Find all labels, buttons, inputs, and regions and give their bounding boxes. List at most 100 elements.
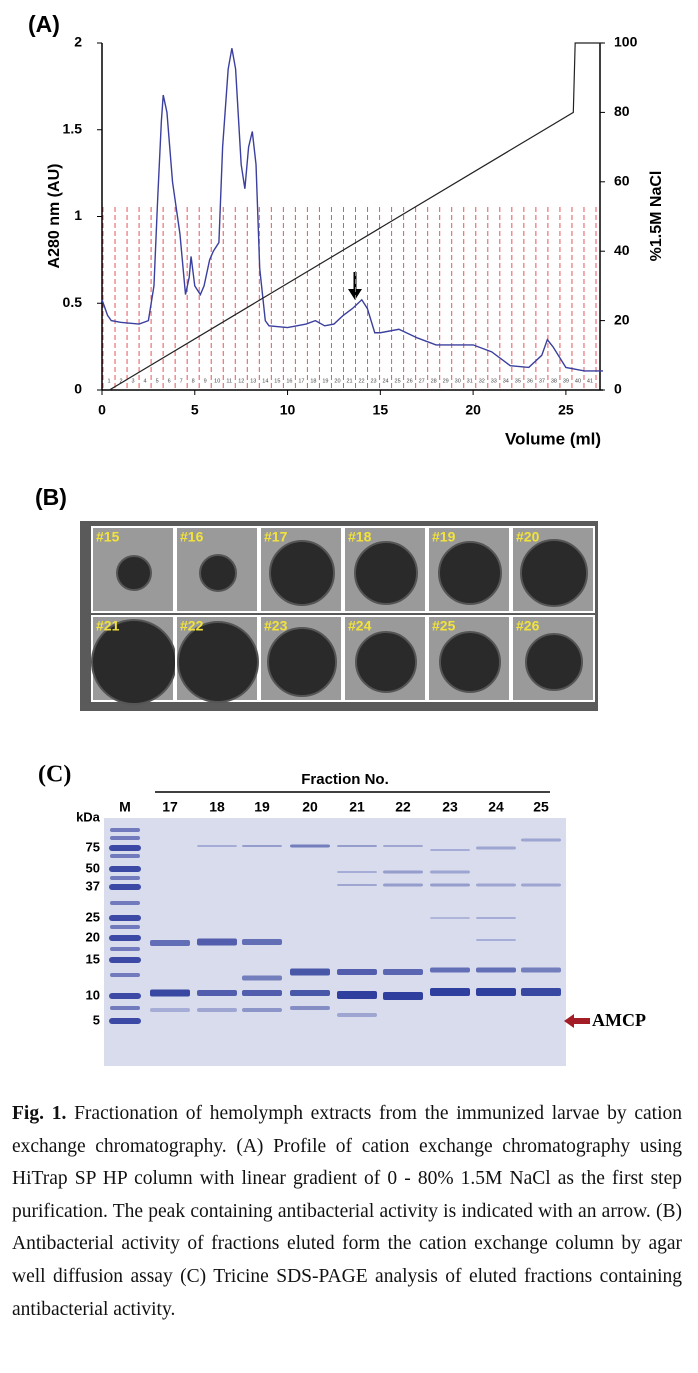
well-label: #16 bbox=[180, 529, 204, 545]
fraction-label: 25 bbox=[395, 378, 401, 384]
well-label: #20 bbox=[516, 529, 540, 545]
inhibition-zone bbox=[116, 555, 152, 591]
band-label: AMCP bbox=[592, 1010, 646, 1030]
y2-tick-label: 80 bbox=[614, 103, 630, 119]
inhibition-zone bbox=[199, 554, 237, 592]
well-label: #18 bbox=[348, 529, 372, 545]
ladder-band bbox=[110, 901, 140, 905]
well-label: #21 bbox=[96, 618, 120, 634]
fraction-label: 28 bbox=[431, 378, 437, 384]
ladder-band bbox=[109, 866, 141, 872]
gel-band bbox=[150, 989, 190, 997]
x-tick-label: 25 bbox=[558, 402, 574, 418]
fraction-label: 27 bbox=[419, 378, 425, 384]
lane-label: 23 bbox=[442, 799, 458, 815]
gel-band bbox=[476, 917, 516, 919]
gel-band bbox=[521, 883, 561, 887]
gel-band bbox=[383, 969, 423, 975]
fraction-label: 13 bbox=[250, 378, 256, 384]
caption-text: Fractionation of hemolymph extracts from… bbox=[12, 1103, 682, 1320]
gel-band bbox=[430, 988, 470, 996]
fraction-label: 5 bbox=[156, 378, 159, 384]
well-cell bbox=[175, 526, 259, 613]
x-tick-label: 20 bbox=[465, 402, 481, 418]
lane-label: 19 bbox=[254, 799, 270, 815]
gel-band bbox=[337, 969, 377, 975]
y-tick-label: 2 bbox=[74, 34, 82, 50]
gel-band bbox=[383, 870, 423, 874]
ladder-band bbox=[110, 828, 140, 832]
data-line bbox=[101, 48, 603, 372]
y-tick-label: 0.5 bbox=[63, 294, 83, 310]
inhibition-zone bbox=[355, 631, 417, 693]
x-tick-label: 10 bbox=[280, 402, 296, 418]
lane-label: 20 bbox=[302, 799, 318, 815]
gel-band bbox=[337, 871, 377, 873]
gel-band bbox=[290, 844, 330, 848]
ladder-band bbox=[109, 884, 141, 890]
y-tick-label: 0 bbox=[74, 381, 82, 397]
gel-band bbox=[476, 939, 516, 941]
inhibition-zone bbox=[439, 631, 501, 693]
gel-band bbox=[521, 967, 561, 973]
fraction-label: 35 bbox=[515, 378, 521, 384]
fraction-label: 23 bbox=[370, 378, 376, 384]
y2-axis-label: %1.5M NaCl bbox=[648, 171, 665, 262]
inhibition-zone bbox=[520, 539, 588, 607]
gel-band bbox=[337, 884, 377, 886]
fraction-label: 15 bbox=[274, 378, 280, 384]
fraction-label: 7 bbox=[180, 378, 183, 384]
gel-band bbox=[290, 968, 330, 976]
y2-tick-label: 60 bbox=[614, 173, 630, 189]
ladder-band bbox=[109, 845, 141, 851]
gel-band bbox=[197, 990, 237, 996]
well-label: #23 bbox=[264, 618, 288, 634]
marker-label: 20 bbox=[86, 929, 100, 944]
fraction-label: 14 bbox=[262, 378, 268, 384]
fraction-label: 1 bbox=[107, 378, 110, 384]
gel-band bbox=[476, 846, 516, 850]
gel-band bbox=[197, 938, 237, 946]
fraction-label: 40 bbox=[575, 378, 581, 384]
figure: (A) Volume (ml) A280 nm (AU) %1.5M NaCl … bbox=[28, 11, 665, 1066]
y2-tick-label: 40 bbox=[614, 242, 630, 258]
gel-band bbox=[383, 883, 423, 887]
ladder-band bbox=[110, 836, 140, 840]
gel-band bbox=[521, 988, 561, 996]
well-label: #19 bbox=[432, 529, 456, 545]
ladder-band bbox=[109, 993, 141, 999]
marker-label: 5 bbox=[93, 1012, 100, 1027]
marker-label: 10 bbox=[86, 987, 100, 1002]
panel-label: (C) bbox=[38, 762, 71, 788]
x-tick-label: 15 bbox=[373, 402, 389, 418]
fraction-label: 12 bbox=[238, 378, 244, 384]
x-tick-label: 0 bbox=[98, 402, 106, 418]
data-line bbox=[109, 42, 603, 391]
gel-band bbox=[430, 917, 470, 919]
fraction-label: 6 bbox=[168, 378, 171, 384]
lane-label: 25 bbox=[533, 799, 549, 815]
lane-label: 21 bbox=[349, 799, 365, 815]
inhibition-zone bbox=[438, 541, 502, 605]
fraction-label: 17 bbox=[298, 378, 304, 384]
gel-band bbox=[430, 883, 470, 887]
ladder-band bbox=[110, 925, 140, 929]
gel-band bbox=[242, 1008, 282, 1012]
fraction-label: 24 bbox=[383, 378, 389, 384]
gel-band bbox=[290, 990, 330, 996]
y2-tick-label: 100 bbox=[614, 34, 638, 50]
fraction-label: 39 bbox=[563, 378, 569, 384]
well-label: #17 bbox=[264, 529, 288, 545]
well-label: #26 bbox=[516, 618, 540, 634]
well-label: #25 bbox=[432, 618, 456, 634]
fraction-label: 3 bbox=[132, 378, 135, 384]
inhibition-zone bbox=[267, 627, 337, 697]
ladder-band bbox=[110, 1006, 140, 1010]
gel-band bbox=[476, 883, 516, 887]
gel-band bbox=[430, 870, 470, 874]
fraction-label: 26 bbox=[407, 378, 413, 384]
ladder-band bbox=[110, 973, 140, 977]
fraction-label: 21 bbox=[346, 378, 352, 384]
lane-label: M bbox=[119, 799, 131, 815]
